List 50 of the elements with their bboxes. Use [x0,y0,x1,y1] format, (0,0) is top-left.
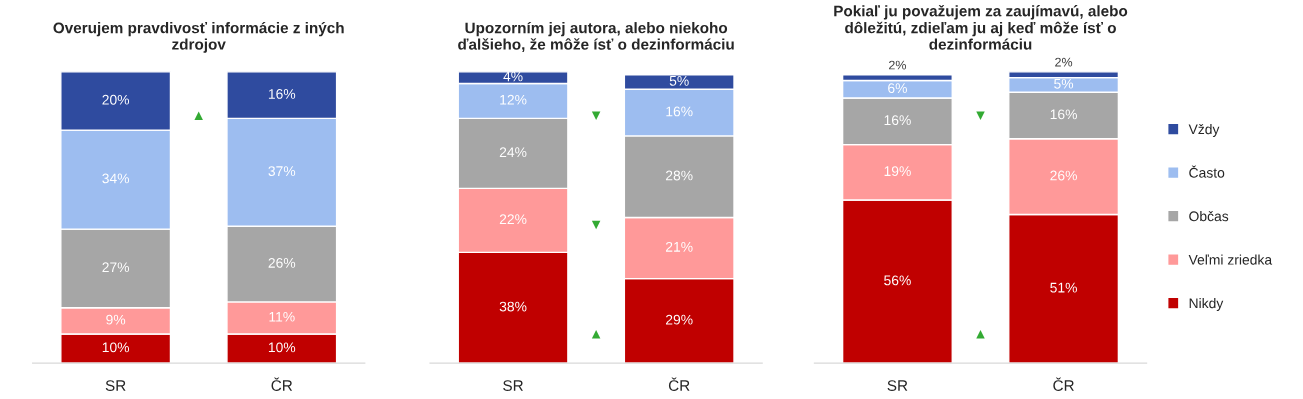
data-label: 19% [884,166,911,177]
chart-title: Upozorním jej autora, alebo niekoho ďalšieho, že môže ísť o dezinformáciu [458,21,734,52]
data-label: 37% [268,166,296,177]
data-label: 24% [499,147,527,158]
legend-label: Nikdy [1189,298,1224,311]
legend-label: Vždy [1188,123,1220,137]
data-label: 16% [666,106,693,117]
x-tick-label: SR [887,380,908,391]
chart-title: Overujem pravdivosť informácie z iných zdrojov [53,21,344,53]
x-tick-label: ČR [1053,377,1074,391]
data-label: 22% [499,214,527,225]
x-tick-label: SR [105,380,126,391]
data-label: 2% [889,60,907,70]
data-label: 6% [888,83,907,94]
data-label: 20% [102,94,130,105]
data-label: 10% [268,342,296,353]
data-label: 2% [1055,57,1073,67]
x-tick-label: ČR [668,377,690,391]
legend-label: Veľmi zriedka [1188,254,1273,265]
data-label: 28% [665,170,693,181]
legend-label: Občas [1189,210,1229,222]
annotation: ▲ [976,329,985,339]
data-label: 56% [884,275,911,286]
data-label: 38% [499,301,527,312]
data-label: 26% [268,257,296,268]
data-label: 10% [102,342,130,353]
data-label: 11% [269,311,295,322]
x-tick-label: ČR [271,377,293,391]
data-label: 16% [268,89,296,99]
annotation: ▼ [976,111,985,120]
data-label: 4% [503,71,523,82]
data-label: 34% [102,173,130,184]
data-label: 27% [102,262,130,273]
data-label: 16% [884,115,911,126]
annotation: ▼ [591,220,601,230]
data-label: 9% [106,314,126,325]
legend-label: Často [1189,165,1225,178]
chart-title: Pokiaľ ju považujem za zaujímavú, alebo dôležitú, zdieľam ju aj keď môže ísť o dezinformáciu [834,4,1128,50]
data-label: 26% [1050,170,1077,181]
data-label: 29% [665,314,693,325]
data-label: 5% [1054,78,1074,89]
annotation: ▲ [194,111,203,120]
x-tick-label: SR [503,380,523,391]
data-label: 21% [665,241,693,252]
annotation: ▼ [591,111,601,120]
data-label: 5% [669,75,689,86]
data-label: 16% [1050,109,1077,120]
data-label: 12% [500,94,527,105]
data-label: 51% [1050,282,1077,293]
annotation: ▲ [591,329,601,339]
